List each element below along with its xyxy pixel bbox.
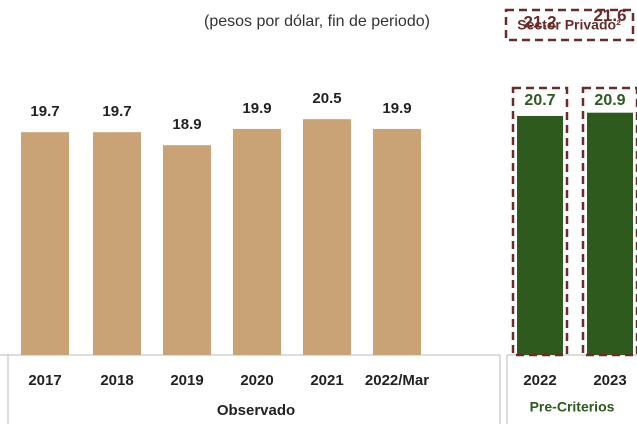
x-tick-label: 2022	[523, 372, 556, 389]
data-label: 18.9	[172, 116, 201, 133]
bar	[517, 115, 563, 355]
x-tick-label: 2019	[170, 372, 203, 389]
legend-box	[504, 8, 635, 42]
data-label: 19.7	[30, 103, 59, 120]
bar	[163, 145, 211, 355]
bar	[587, 112, 633, 355]
group-label: Pre-Criterios	[530, 399, 615, 415]
dashed-box	[581, 86, 637, 357]
chart-subtitle: (pesos por dólar, fin de periodo)	[204, 13, 430, 30]
data-label: 20.5	[312, 90, 341, 107]
x-tick-label: 2017	[28, 372, 61, 389]
x-tick-label: 2023	[593, 372, 626, 389]
label-box	[588, 90, 632, 110]
data-label: 21.2	[523, 12, 556, 31]
data-label: 20.7	[524, 92, 555, 109]
bar	[303, 119, 351, 356]
bar	[21, 132, 69, 355]
x-tick-label: 2022/Mar	[365, 372, 429, 389]
bar	[93, 132, 141, 355]
data-label: 19.9	[242, 100, 271, 117]
data-label: 20.9	[594, 92, 625, 109]
data-label: 19.9	[382, 100, 411, 117]
legend-label: Sector Privado²	[517, 17, 621, 33]
group-label: Observado	[217, 402, 295, 419]
data-label: 21.6	[593, 6, 626, 25]
x-tick-label: 2018	[100, 372, 133, 389]
bar	[233, 128, 281, 355]
x-tick-label: 2021	[310, 372, 343, 389]
x-tick-label: 2020	[240, 372, 273, 389]
label-box	[518, 90, 562, 110]
data-label: 19.7	[102, 103, 131, 120]
bar	[373, 128, 421, 355]
dashed-box	[511, 86, 569, 357]
